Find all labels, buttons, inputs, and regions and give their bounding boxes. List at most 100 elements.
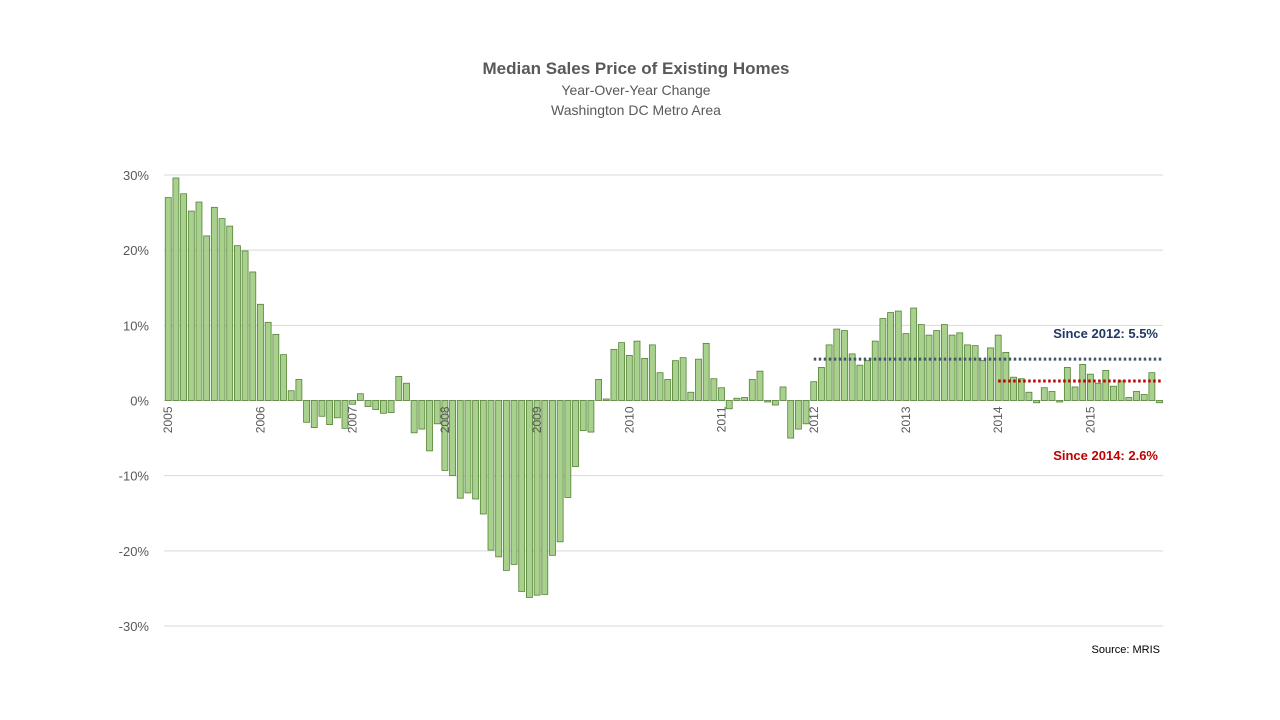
x-tick-label: 2010 [622, 406, 636, 433]
bar [456, 400, 464, 499]
bar [1002, 351, 1010, 401]
bar [518, 400, 526, 592]
bar [656, 372, 664, 401]
bar [1117, 380, 1125, 401]
bar [1071, 386, 1079, 401]
bar [841, 330, 848, 401]
bar [187, 210, 195, 401]
bar [579, 400, 587, 431]
bar [464, 400, 472, 494]
bar [433, 400, 441, 425]
bar [510, 400, 518, 565]
bar [825, 344, 833, 401]
bar [718, 387, 725, 401]
bar [940, 324, 948, 401]
bar [994, 334, 1002, 401]
bar [664, 379, 672, 401]
y-tick-label: -30% [119, 619, 150, 634]
bar [495, 400, 503, 558]
bar [541, 400, 549, 595]
bar [802, 400, 810, 425]
bar [210, 206, 218, 401]
bar [549, 400, 556, 556]
bar [333, 400, 341, 419]
bar [856, 364, 864, 401]
bar [556, 400, 564, 543]
bar [1025, 391, 1033, 401]
bar [1094, 382, 1102, 401]
bar [979, 360, 987, 401]
bar [364, 400, 372, 407]
bar [318, 400, 326, 417]
bar [787, 400, 795, 439]
bar [249, 271, 257, 401]
bar [848, 353, 856, 401]
bar [349, 400, 357, 405]
bar [180, 193, 188, 401]
bar [871, 340, 879, 401]
bar [295, 379, 303, 401]
bar [241, 250, 249, 401]
bar [672, 360, 679, 401]
y-tick-label: -10% [119, 469, 150, 484]
bar [195, 201, 203, 401]
bar [818, 367, 825, 401]
chart-title: Median Sales Price of Existing Homes [482, 59, 790, 78]
bar [372, 400, 380, 410]
bar [264, 321, 272, 401]
bar [449, 400, 456, 477]
bar [964, 344, 971, 401]
bar [595, 379, 602, 401]
bar [764, 400, 772, 403]
y-tick-label: 30% [123, 168, 149, 183]
bar [625, 354, 633, 401]
bar [164, 197, 172, 401]
bar [618, 342, 626, 401]
bar [794, 400, 802, 430]
bar [1140, 394, 1148, 401]
bar [172, 177, 180, 401]
bar [564, 400, 572, 498]
bar [387, 400, 395, 413]
bar [679, 357, 687, 401]
y-tick-label: 0% [130, 394, 149, 409]
bar [733, 397, 741, 401]
bar [956, 332, 964, 401]
bar [602, 398, 610, 401]
bar [894, 310, 902, 401]
bar [257, 303, 264, 401]
bar [641, 358, 649, 401]
bar [887, 312, 894, 401]
bar [1086, 373, 1094, 401]
bar [725, 400, 733, 410]
bar [648, 344, 656, 401]
x-tick-label: 2006 [253, 406, 267, 433]
x-tick-label: 2015 [1083, 406, 1097, 433]
x-tick-label: 2012 [807, 406, 821, 433]
bar [1110, 385, 1117, 401]
bar [226, 225, 234, 401]
bar [426, 400, 433, 452]
chart-titles: Median Sales Price of Existing Homes Yea… [0, 58, 1272, 120]
y-tick-label: 10% [123, 318, 149, 333]
y-tick-label: -20% [119, 544, 150, 559]
bar [326, 400, 334, 425]
bar [218, 218, 226, 401]
bar [987, 347, 994, 401]
x-tick-label: 2013 [899, 406, 913, 433]
bar [741, 397, 748, 401]
y-tick-label: 20% [123, 243, 149, 258]
bar [418, 400, 426, 430]
bar [710, 378, 718, 401]
bar [1017, 378, 1025, 401]
bar [1079, 364, 1087, 401]
bar [1125, 397, 1133, 401]
bar [356, 393, 364, 401]
average-label: Since 2012: 5.5% [1053, 326, 1158, 341]
bar [810, 381, 818, 401]
bar [925, 334, 933, 401]
bar [203, 235, 211, 401]
bar [748, 379, 756, 401]
bar [587, 400, 595, 433]
